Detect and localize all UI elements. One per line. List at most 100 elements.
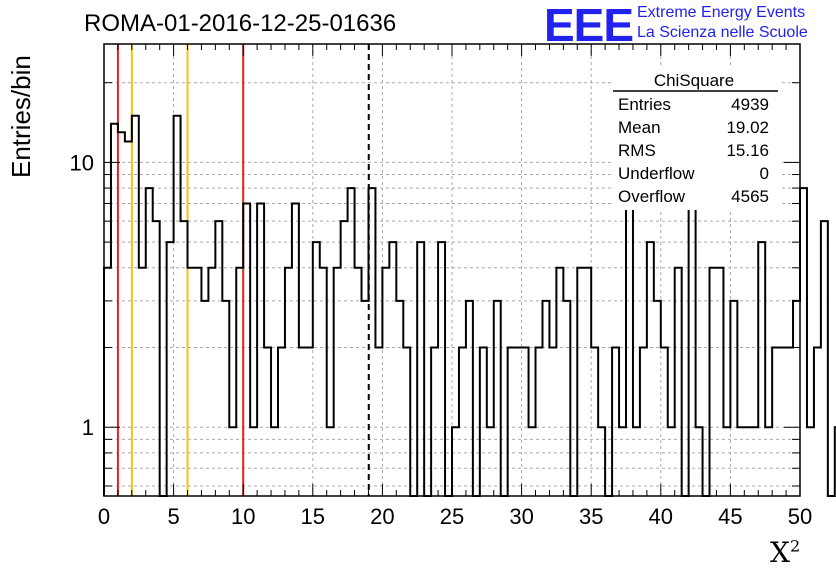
histogram-bin [153,221,160,496]
histogram-bin [772,348,779,496]
reference-lines [116,44,370,496]
histogram-bin [689,203,696,496]
histogram-bin [243,203,250,496]
histogram-bin [320,268,327,496]
stats-label: Overflow [618,187,686,206]
x-axis-label: X2 [770,536,801,569]
stats-label: Entries [618,95,671,114]
stats-value: 19.02 [726,118,769,137]
histogram-bin [647,242,654,496]
histogram-bin [716,268,723,496]
histogram-bin [675,268,682,496]
histogram-bin [710,268,717,496]
histogram-bin [348,188,355,496]
histogram-bin [640,348,647,496]
histogram-bin [208,268,215,496]
histogram-bin [104,268,111,496]
stats-label: Underflow [618,164,695,183]
stats-value: 4565 [731,187,769,206]
x-tick-label: 20 [370,504,394,529]
histogram-bin [278,348,285,496]
histogram-bin [556,268,563,496]
histogram-bin [341,221,348,496]
histogram-bin [466,301,473,496]
stats-value: 0 [760,164,769,183]
histogram-bin [181,221,188,496]
histogram-bin [396,301,403,496]
logo-line-2: La Scienza nelle Scuole [637,24,808,41]
histogram-bin [139,268,146,496]
stats-value: 15.16 [726,141,769,160]
histogram-bin [118,132,125,496]
histogram-bin [292,203,299,496]
histogram-bin [591,348,598,496]
histogram-bin [382,268,389,496]
histogram-bin [236,268,243,496]
logo-line-1: Extreme Energy Events [637,4,806,21]
stats-label: RMS [618,141,656,160]
histogram-bin [389,242,396,496]
y-tick-label: 10 [70,150,94,175]
histogram-bin [814,348,821,496]
histogram-bin [146,188,153,496]
histogram-bin [201,301,208,496]
histogram-bin [431,348,438,496]
histogram-bin [654,301,661,496]
histogram-bin [111,124,118,496]
x-tick-label: 30 [509,504,533,529]
x-tick-label: 5 [167,504,179,529]
axes: 0 5 10 15 20 25 30 35 40 45 50 1 10 [70,43,812,529]
histogram-bin [549,348,556,496]
histogram-bin [438,242,445,496]
histogram-bin [257,203,264,496]
histogram-bin [779,348,786,496]
histogram-bin [480,348,487,496]
histogram-bin [612,348,619,496]
histogram-bin [536,348,543,496]
x-tick-label: 45 [718,504,742,529]
histogram-bin [222,301,229,496]
x-tick-label: 10 [231,504,255,529]
histogram-bin [800,188,807,496]
x-tick-label: 25 [440,504,464,529]
histogram-bin [626,188,633,496]
x-tick-label: 50 [788,504,812,529]
histogram-bin [362,301,369,496]
histogram-bin [417,242,424,496]
stats-label: Mean [618,118,661,137]
histogram-bin [508,348,515,496]
histogram-bin [459,348,466,496]
x-tick-label: 35 [579,504,603,529]
histogram-bin [515,348,522,496]
histogram-bin [542,301,549,496]
histogram-bin [334,268,341,496]
histogram-bin [355,268,362,496]
histogram-bin [730,301,737,496]
histogram-bin [563,301,570,496]
histogram-bin [313,242,320,496]
histogram-bin [793,301,800,496]
x-tick-label: 15 [301,504,325,529]
histogram-bin [306,348,313,496]
histogram-bin [285,268,292,496]
histogram-bin [758,242,765,496]
histogram-bin [807,427,814,496]
histogram-bin [188,268,195,496]
histogram-bin [403,348,410,496]
histogram-bin [125,141,132,496]
chart-title: ROMA-01-2016-12-25-01636 [84,10,397,37]
histogram-bin [577,268,584,496]
x-tick-label: 0 [98,504,110,529]
y-tick-label: 1 [82,415,94,440]
stats-box: ChiSquare Entries 4939 Mean 19.02 RMS 15.16 Und… [613,68,779,210]
histogram-bin [167,242,174,496]
stats-box-name: ChiSquare [654,71,734,90]
histogram-bin [494,301,501,496]
histogram-bin [821,221,828,496]
histogram-bin [786,348,793,496]
histogram-bin [264,348,271,496]
histogram-bin [299,348,306,496]
histogram-bin [375,348,382,496]
histogram-bin [661,348,668,496]
eee-logo: EEE [544,0,634,51]
